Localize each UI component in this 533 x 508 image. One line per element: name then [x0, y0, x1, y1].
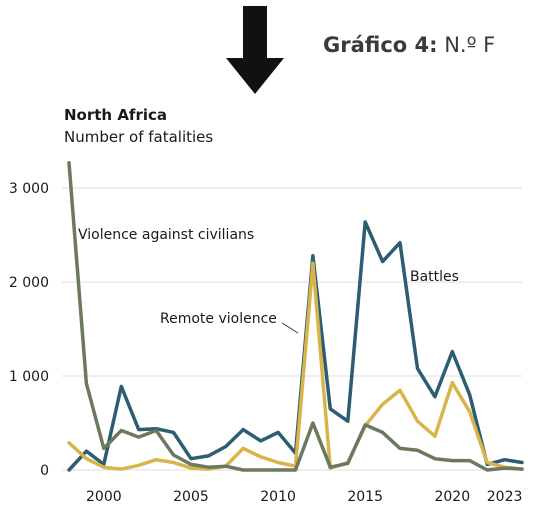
x-tick-label: 2023	[487, 489, 523, 505]
x-axis-tick-labels: 2000 2005 2010 2015 2020 2023	[86, 489, 522, 505]
remote-violence-leader-line	[281, 322, 299, 334]
annotation-violence-against-civilians: Violence against civilians	[78, 227, 254, 243]
y-tick-label: 1 000	[9, 369, 49, 385]
y-tick-label: 2 000	[9, 275, 49, 291]
y-axis-tick-labels: 0 1 000 2 000 3 000	[9, 181, 49, 479]
annotation-battles: Battles	[410, 269, 459, 285]
y-tick-label: 3 000	[9, 181, 49, 197]
figure-number: Gráfico 4:	[323, 33, 438, 57]
down-arrow-icon	[226, 6, 284, 94]
series-line-violence-against-civilians	[67, 161, 524, 472]
figure-caption: Gráfico 4: N.º F	[323, 33, 495, 57]
x-tick-label: 2020	[434, 489, 470, 505]
figure-caption-text: N.º F	[444, 33, 496, 57]
x-tick-label: 2000	[86, 489, 122, 505]
y-tick-label: 0	[40, 463, 49, 479]
series-line-battles	[67, 220, 524, 472]
x-tick-label: 2005	[173, 489, 209, 505]
x-tick-label: 2010	[260, 489, 296, 505]
series-lines	[67, 161, 524, 472]
chart-subtitle: Number of fatalities	[64, 128, 214, 146]
x-tick-label: 2015	[347, 489, 383, 505]
annotation-remote-violence: Remote violence	[160, 311, 277, 327]
chart-title: North Africa	[64, 106, 168, 124]
